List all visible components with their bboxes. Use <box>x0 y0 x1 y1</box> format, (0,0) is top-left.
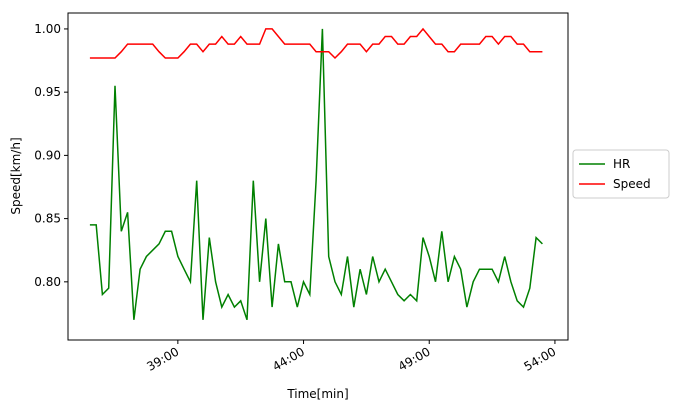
y-axis-label: Speed[km/h] <box>9 137 23 214</box>
line-series <box>89 28 543 321</box>
plot-frame <box>67 12 569 341</box>
x-tick-label: 54:00 <box>521 344 558 373</box>
line-series <box>89 27 543 60</box>
x-tick-label: 49:00 <box>396 344 433 373</box>
x-tick-label: 39:00 <box>144 344 181 373</box>
x-axis-label: Time[min] <box>286 387 348 401</box>
legend-label: HR <box>613 157 630 171</box>
y-tick-label: 0.90 <box>34 148 61 162</box>
legend-box <box>572 149 670 199</box>
y-tick-label: 0.95 <box>34 85 61 99</box>
y-tick-label: 1.00 <box>34 22 61 36</box>
y-tick-label: 0.85 <box>34 212 61 226</box>
x-tick-label: 44:00 <box>270 344 307 373</box>
legend-label: Speed <box>613 177 651 191</box>
y-tick-label: 0.80 <box>34 275 61 289</box>
